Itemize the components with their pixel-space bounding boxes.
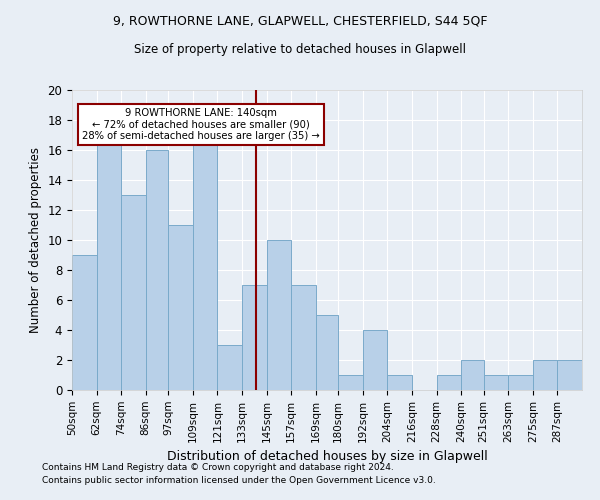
Bar [72, 255, 97, 390]
Bar [97, 135, 121, 390]
Bar [316, 315, 338, 390]
Bar [557, 360, 582, 390]
Y-axis label: Number of detached properties: Number of detached properties [29, 147, 42, 333]
Bar [508, 375, 533, 390]
Bar [291, 285, 316, 390]
Bar [363, 330, 388, 390]
Bar [217, 345, 242, 390]
Text: Size of property relative to detached houses in Glapwell: Size of property relative to detached ho… [134, 42, 466, 56]
Bar [121, 195, 146, 390]
Bar [533, 360, 557, 390]
Bar [242, 285, 266, 390]
Bar [168, 225, 193, 390]
Text: 9 ROWTHORNE LANE: 140sqm
← 72% of detached houses are smaller (90)
28% of semi-d: 9 ROWTHORNE LANE: 140sqm ← 72% of detach… [82, 108, 320, 141]
Bar [266, 240, 291, 390]
Bar [338, 375, 363, 390]
Bar [388, 375, 412, 390]
X-axis label: Distribution of detached houses by size in Glapwell: Distribution of detached houses by size … [167, 450, 487, 463]
Bar [484, 375, 508, 390]
Text: Contains public sector information licensed under the Open Government Licence v3: Contains public sector information licen… [42, 476, 436, 485]
Bar [146, 150, 168, 390]
Text: Contains HM Land Registry data © Crown copyright and database right 2024.: Contains HM Land Registry data © Crown c… [42, 464, 394, 472]
Text: 9, ROWTHORNE LANE, GLAPWELL, CHESTERFIELD, S44 5QF: 9, ROWTHORNE LANE, GLAPWELL, CHESTERFIEL… [113, 15, 487, 28]
Bar [437, 375, 461, 390]
Bar [461, 360, 484, 390]
Bar [193, 135, 217, 390]
